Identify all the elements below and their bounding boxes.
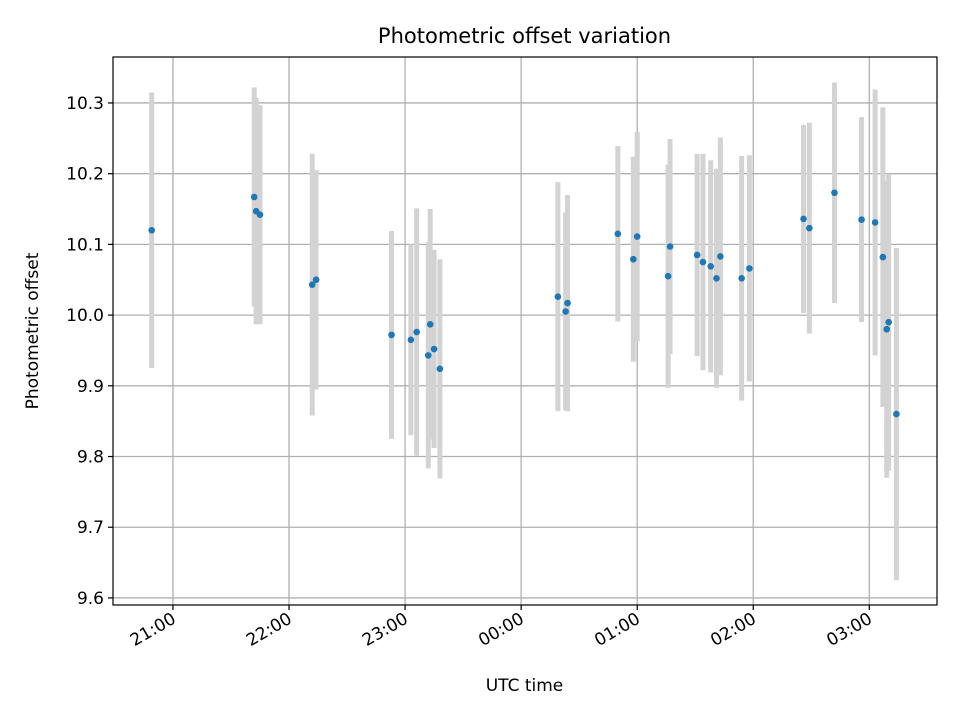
data-point [554, 293, 562, 301]
y-axis-label: Photometric offset [23, 252, 43, 409]
data-point [664, 272, 672, 280]
data-point [426, 320, 434, 328]
data-point [430, 345, 438, 353]
data-point [883, 325, 891, 333]
data-point [666, 243, 674, 250]
data-point [800, 215, 807, 223]
data-point [746, 265, 753, 272]
data-point [256, 211, 264, 218]
data-point [148, 226, 155, 234]
data-point [308, 281, 316, 288]
data-point [562, 308, 569, 315]
data-point [831, 189, 838, 197]
data-point [879, 253, 887, 261]
data-point [713, 275, 720, 282]
data-point [436, 365, 444, 373]
data-point [699, 258, 707, 266]
y-axis-ticks: 9.6 9.7 9.8 9.9 10.0 10.1 10.2 10.3 [66, 94, 113, 609]
y-tick-label: 9.9 [77, 377, 104, 397]
plot-frame [112, 56, 938, 606]
data-point [413, 328, 420, 336]
data-point [858, 216, 865, 223]
y-tick-label: 10.0 [66, 306, 104, 326]
data-point [633, 233, 641, 240]
data-point [806, 224, 813, 232]
data-point [388, 331, 395, 339]
y-tick-label: 10.2 [66, 165, 104, 185]
chart-title: Photometric offset variation [378, 24, 671, 48]
data-point [250, 193, 258, 201]
data-point [871, 219, 879, 226]
data-point [893, 410, 900, 418]
y-tick-label: 9.6 [77, 589, 104, 609]
data-point [407, 336, 415, 344]
data-point [614, 230, 622, 238]
y-tick-label: 9.7 [77, 518, 104, 538]
y-tick-label: 9.8 [77, 448, 104, 468]
y-tick-label: 10.1 [66, 235, 104, 255]
data-point [424, 352, 432, 359]
data-points [148, 189, 900, 418]
data-point [630, 255, 637, 263]
x-axis-label: UTC time [486, 676, 564, 696]
data-point [707, 263, 714, 270]
data-point [717, 253, 724, 260]
data-point [564, 299, 571, 307]
data-point [885, 318, 892, 326]
data-point [312, 276, 320, 284]
data-point [693, 251, 701, 259]
y-tick-label: 10.3 [66, 94, 104, 114]
data-point [738, 275, 745, 282]
